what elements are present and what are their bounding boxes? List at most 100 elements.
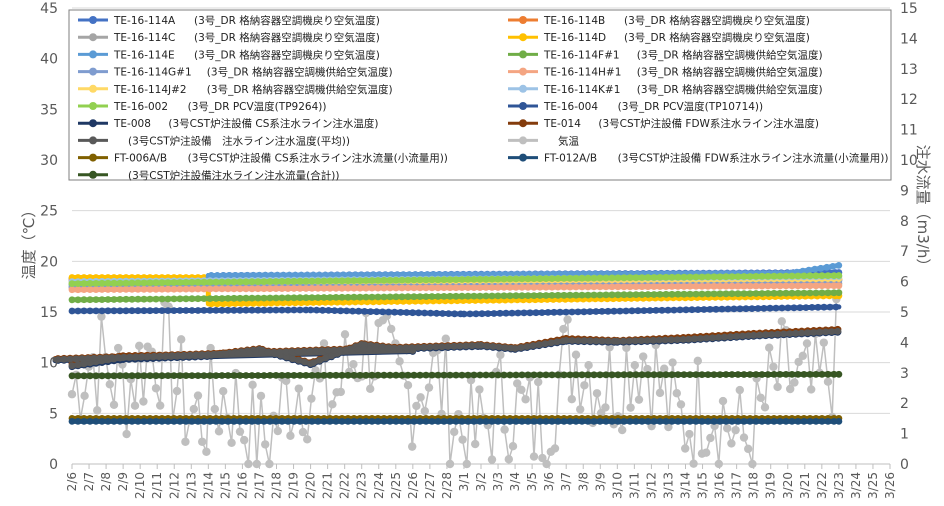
series-point (536, 371, 544, 379)
y-tick-label: 5 (49, 406, 58, 422)
series-point (818, 289, 826, 297)
series-point (296, 418, 304, 425)
series-point (380, 293, 388, 301)
series-point (248, 372, 256, 379)
x-tick-label: 2/9 (116, 472, 130, 491)
legend-swatch-marker (519, 16, 527, 24)
series-point (260, 306, 268, 314)
air-temp-point (122, 429, 131, 439)
series-point (686, 273, 694, 281)
y-tick-label: 10 (40, 356, 58, 372)
series-point (782, 282, 790, 290)
series-point (307, 306, 314, 314)
series-point (586, 308, 594, 315)
series-point (518, 371, 526, 379)
series-point (386, 418, 394, 425)
series-point (80, 296, 88, 304)
legend-tag: TE-16-114C (113, 32, 175, 44)
air-temp-point (727, 439, 736, 448)
series-point (805, 266, 813, 274)
air-temp-point (424, 383, 434, 392)
air-temp-point (592, 389, 602, 398)
series-point (631, 337, 639, 345)
series-point (60, 355, 68, 363)
series-point (500, 371, 508, 379)
series-point (328, 352, 335, 360)
x-tick-label: 2/18 (270, 472, 284, 499)
series-point (518, 418, 526, 425)
y-tick-label: 30 (40, 153, 58, 169)
series-point (523, 343, 531, 350)
series-point (398, 371, 406, 379)
series-point (86, 286, 94, 293)
series-point (428, 293, 436, 300)
series-point (674, 283, 682, 290)
series-point (128, 418, 136, 425)
series-point (822, 328, 830, 336)
series-point (336, 346, 344, 354)
series-point (110, 418, 118, 425)
air-temp-point (235, 427, 245, 436)
series-point (620, 283, 628, 291)
series-point (300, 347, 308, 355)
series-point (476, 292, 484, 300)
air-temp-point (643, 364, 652, 374)
series-point (704, 290, 712, 298)
air-temp-point (193, 391, 203, 400)
series-point (164, 372, 172, 379)
series-point (284, 418, 292, 425)
series-point (625, 337, 633, 345)
series-point (240, 349, 248, 357)
y-tick-label: 0 (49, 457, 58, 473)
series-point (776, 282, 784, 290)
series-point (824, 418, 832, 425)
series-point (686, 371, 694, 378)
series-point (511, 345, 519, 352)
series-point (658, 306, 666, 314)
series-point (477, 342, 485, 349)
series-point (104, 372, 112, 380)
air-temp-point (823, 377, 833, 386)
x-tick-label: 3/15 (696, 472, 710, 499)
y2-tick-label: 3 (900, 366, 909, 382)
series-point (560, 371, 568, 379)
series-point (254, 278, 262, 286)
series-point (794, 282, 802, 290)
series-point (788, 289, 796, 297)
series-point (476, 275, 484, 283)
series-point (739, 332, 746, 340)
air-temp-point (508, 441, 518, 451)
series-point (378, 345, 386, 353)
series-point (152, 418, 160, 425)
air-temp-point (517, 385, 526, 395)
series-point (90, 354, 98, 362)
series-point (584, 371, 592, 379)
series-point (356, 371, 364, 379)
series-point (586, 337, 594, 345)
series-point (322, 354, 329, 362)
x-tick-label: 3/2 (474, 472, 488, 491)
series-point (584, 291, 592, 299)
air-temp-point (634, 395, 644, 404)
series-point (140, 372, 148, 380)
air-temp-point (706, 433, 715, 443)
series-point (620, 371, 628, 379)
series-point (452, 276, 460, 283)
series-point (350, 277, 358, 284)
series-point (294, 348, 302, 355)
series-point (290, 285, 298, 292)
series-point (68, 418, 76, 425)
series-point (560, 418, 568, 425)
series-point (248, 306, 256, 314)
series-point (134, 418, 142, 425)
series-point (674, 273, 682, 281)
series-point (234, 350, 242, 357)
series-point (626, 274, 634, 282)
series-point (716, 371, 724, 378)
series-point (466, 310, 474, 318)
series-point (132, 353, 140, 361)
x-tick-label: 3/5 (525, 472, 539, 491)
air-temp-point (630, 360, 639, 370)
series-point (650, 418, 658, 425)
series-point (92, 307, 100, 315)
